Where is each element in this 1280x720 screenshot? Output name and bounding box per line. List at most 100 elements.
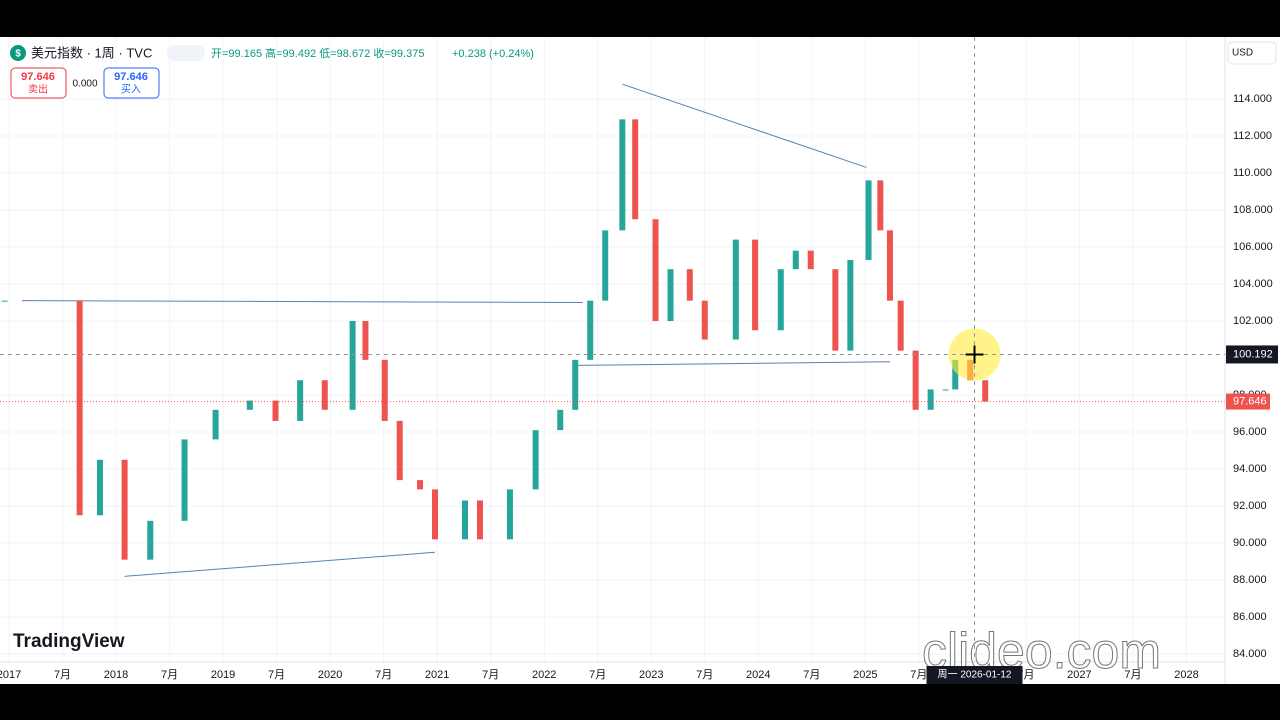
candle — [847, 259, 854, 351]
candle — [381, 359, 388, 421]
trend-line — [21, 300, 583, 304]
x-tick-label: 7月 — [375, 669, 392, 681]
candle — [686, 269, 693, 301]
x-tick-label: 2018 — [104, 669, 128, 681]
candle — [832, 269, 839, 351]
y-tick-label: 102.000 — [1233, 315, 1273, 327]
candle — [652, 219, 659, 322]
plot — [0, 37, 1225, 662]
candle — [96, 459, 103, 516]
candle — [865, 180, 872, 260]
candle — [602, 230, 609, 301]
y-tick-label: 114.000 — [1233, 93, 1272, 105]
candle — [432, 489, 439, 540]
candle — [557, 409, 564, 431]
currency: USD — [1232, 48, 1253, 59]
candle — [417, 480, 424, 490]
candle — [476, 500, 483, 540]
crosshair-date-tag — [926, 666, 1023, 684]
y-tick-label: 86.000 — [1233, 611, 1267, 623]
trend-line — [622, 83, 867, 168]
candle — [76, 300, 83, 516]
candle — [632, 119, 639, 220]
candle — [506, 489, 513, 540]
candle — [886, 230, 893, 301]
candle — [912, 350, 919, 410]
candle — [732, 239, 739, 340]
x-tick-label: 2025 — [853, 669, 877, 681]
buy-label: 买入 — [121, 84, 141, 96]
sell-label: 卖出 — [28, 83, 48, 96]
candle — [181, 439, 188, 521]
symbol-icon-glyph: $ — [15, 49, 21, 60]
x-tick-label: 2017 — [0, 669, 21, 681]
candle — [272, 400, 279, 421]
candle — [927, 389, 934, 410]
y-tick-label: 96.000 — [1233, 426, 1267, 438]
trend-line — [124, 551, 436, 577]
x-tick-label: 2019 — [211, 669, 235, 681]
buy-button[interactable] — [103, 67, 160, 99]
candle — [362, 321, 369, 360]
x-tick-label: 7月 — [161, 669, 178, 681]
x-tick-label: 7月 — [268, 669, 285, 681]
x-tick-label: 2024 — [746, 669, 770, 681]
sell-button[interactable] — [10, 67, 67, 99]
candle — [461, 500, 468, 540]
candle — [212, 409, 219, 440]
candle — [121, 459, 128, 560]
y-tick-label: 104.000 — [1233, 278, 1273, 290]
y-tick-label: 84.000 — [1233, 648, 1267, 660]
candle — [619, 119, 626, 231]
candle — [792, 250, 799, 270]
chart-bg — [0, 37, 1280, 684]
crosshair-price: 100.192 — [1233, 348, 1273, 360]
candle — [877, 180, 884, 231]
candle — [942, 389, 949, 391]
candle — [1, 300, 8, 302]
last-price-tag — [1226, 393, 1270, 410]
candle — [532, 430, 539, 490]
y-tick-label: 90.000 — [1233, 537, 1267, 549]
y-tick-label: 106.000 — [1233, 241, 1273, 253]
x-tick-label: 7月 — [482, 669, 499, 681]
symbol[interactable]: 美元指数 · 1周 · TVC — [31, 45, 152, 60]
candle — [807, 250, 814, 270]
x-tick-label: 2021 — [425, 669, 449, 681]
compare-toggle[interactable] — [167, 45, 205, 61]
crosshair-price-tag — [1226, 345, 1278, 364]
candle — [297, 380, 304, 421]
sell-price: 97.646 — [21, 71, 55, 83]
x-tick-label: 2027 — [1067, 669, 1091, 681]
y-tick-label: 108.000 — [1233, 204, 1273, 216]
candle — [396, 420, 403, 481]
x-tick-label: 7月 — [910, 669, 927, 681]
x-tick-label: 7月 — [696, 669, 713, 681]
y-tick-label: 94.000 — [1233, 463, 1267, 475]
symbol-icon — [10, 45, 26, 61]
candle — [147, 520, 154, 560]
x-tick-label: 2022 — [532, 669, 556, 681]
bottom-bar — [0, 684, 1280, 720]
candle — [246, 400, 253, 410]
x-tick-label: 7月 — [589, 669, 606, 681]
candle — [897, 300, 904, 351]
x-tick-label: 7月 — [54, 669, 71, 681]
candle — [587, 300, 594, 360]
trend-line — [575, 361, 890, 366]
candle — [777, 269, 784, 331]
candle — [349, 321, 356, 410]
candle — [982, 380, 989, 402]
x-tick-label: 7月 — [1124, 669, 1141, 681]
candle — [701, 300, 708, 340]
candle — [667, 269, 674, 322]
x-tick-label: 2020 — [318, 669, 342, 681]
candle — [572, 359, 579, 410]
currency-button[interactable] — [1227, 41, 1277, 65]
ohlc: 开=99.165 高=99.492 低=98.672 收=99.375 — [211, 46, 424, 60]
x-tick-label: 2028 — [1174, 669, 1198, 681]
candle — [952, 359, 959, 390]
candle — [752, 239, 759, 331]
last-price-label: 97.646 — [1233, 395, 1267, 407]
